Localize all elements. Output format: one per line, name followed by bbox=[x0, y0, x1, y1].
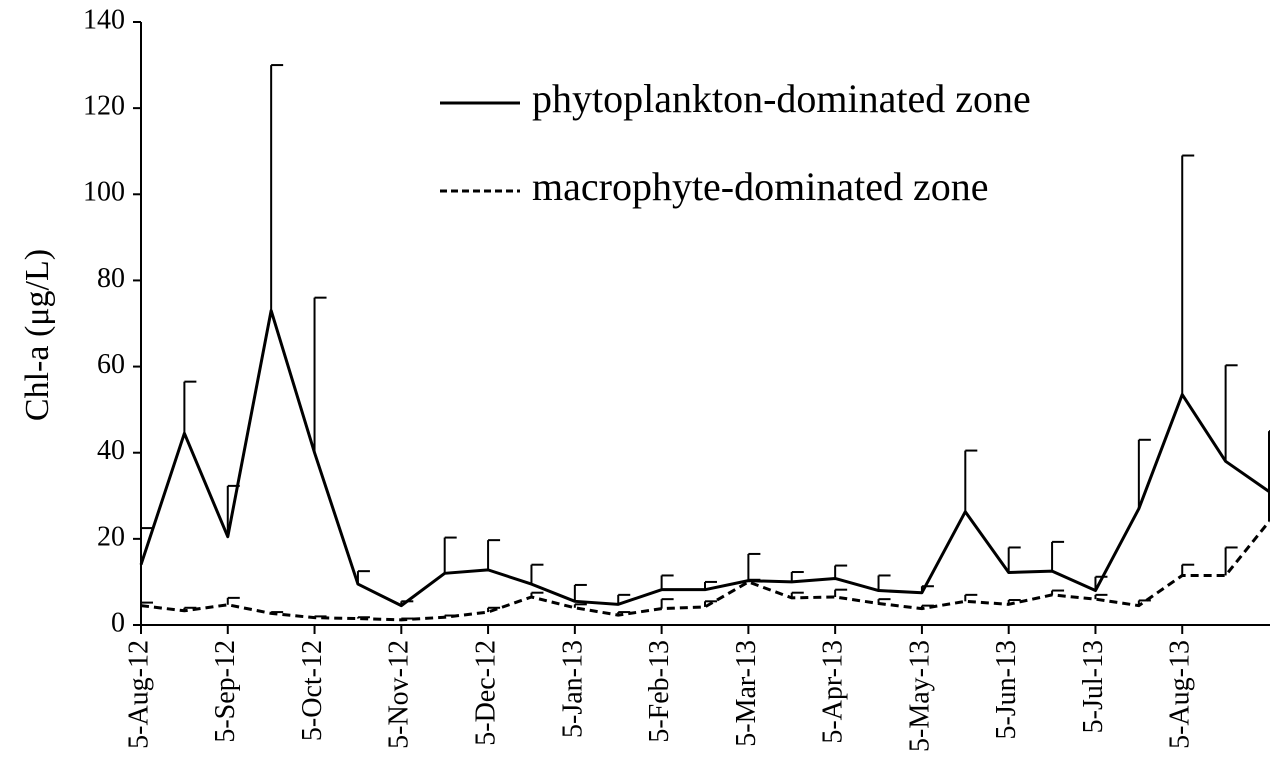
y-tick-label: 0 bbox=[111, 607, 125, 638]
x-tick-label: 5-Feb-13 bbox=[644, 640, 675, 743]
error-bar bbox=[487, 539, 501, 570]
x-tick-label: 5-Apr-13 bbox=[818, 640, 849, 744]
error-bar bbox=[704, 600, 717, 607]
x-tick-label: 5-Mar-13 bbox=[731, 640, 762, 747]
error-bar bbox=[1224, 364, 1238, 462]
x-tick-label: 5-Dec-12 bbox=[470, 640, 501, 746]
error-bar bbox=[530, 563, 544, 585]
error-bar bbox=[747, 578, 761, 582]
error-bar bbox=[183, 380, 197, 434]
x-tick-label: 5-Jul-13 bbox=[1078, 640, 1109, 733]
error-bar bbox=[1181, 563, 1195, 576]
error-bar bbox=[660, 598, 674, 609]
series-line bbox=[140, 520, 1270, 622]
error-bar bbox=[356, 570, 370, 585]
error-bar bbox=[1051, 540, 1065, 572]
x-tick-label: 5-Nov-12 bbox=[384, 640, 415, 749]
error-bar bbox=[1007, 546, 1021, 573]
x-tick-label: 5-Aug-12 bbox=[123, 640, 154, 749]
error-bar bbox=[964, 593, 978, 602]
error-bar bbox=[226, 596, 240, 605]
error-bar bbox=[964, 449, 978, 512]
error-bar bbox=[1094, 593, 1108, 600]
error-bar bbox=[313, 296, 327, 453]
y-tick-label: 140 bbox=[83, 4, 125, 35]
y-tick-label: 20 bbox=[97, 521, 125, 552]
legend-label: phytoplankton-dominated zone bbox=[532, 76, 1031, 121]
error-bar bbox=[790, 571, 804, 582]
legend-label: macrophyte-dominated zone bbox=[532, 164, 988, 209]
x-tick-label: 5-Jun-13 bbox=[991, 640, 1022, 740]
x-tick-label: 5-Aug-13 bbox=[1165, 640, 1196, 749]
error-bar bbox=[140, 601, 153, 606]
y-tick-label: 60 bbox=[97, 349, 125, 380]
error-bar bbox=[487, 606, 501, 613]
error-bar bbox=[1224, 546, 1238, 576]
error-bar bbox=[573, 583, 587, 602]
x-tick-label: 5-Jan-13 bbox=[557, 640, 588, 738]
y-tick-label: 80 bbox=[97, 263, 125, 294]
error-bar bbox=[1181, 154, 1195, 395]
y-tick-label: 100 bbox=[83, 177, 125, 208]
y-tick-label: 120 bbox=[83, 91, 125, 122]
error-bar bbox=[140, 527, 153, 565]
y-tick-label: 40 bbox=[97, 435, 125, 466]
error-bar bbox=[573, 603, 587, 608]
y-axis-label: Chl-a (μg/L) bbox=[19, 249, 56, 421]
error-bar bbox=[660, 574, 674, 590]
x-tick-label: 5-May-13 bbox=[904, 640, 935, 752]
error-bar bbox=[1268, 470, 1270, 522]
x-tick-label: 5-Sep-12 bbox=[210, 640, 241, 743]
error-bar bbox=[877, 574, 891, 591]
error-bar bbox=[1137, 438, 1151, 509]
series-line bbox=[139, 309, 1270, 608]
error-bar bbox=[834, 564, 848, 579]
error-bar bbox=[443, 536, 457, 574]
error-bar bbox=[270, 64, 284, 311]
error-bar bbox=[747, 552, 761, 581]
error-bar bbox=[834, 588, 848, 598]
x-tick-label: 5-Oct-12 bbox=[297, 640, 328, 741]
